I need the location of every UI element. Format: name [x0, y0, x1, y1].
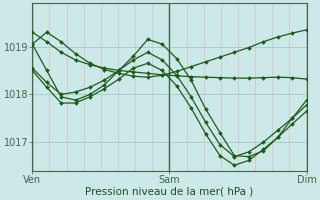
X-axis label: Pression niveau de la mer( hPa ): Pression niveau de la mer( hPa ): [85, 187, 253, 197]
